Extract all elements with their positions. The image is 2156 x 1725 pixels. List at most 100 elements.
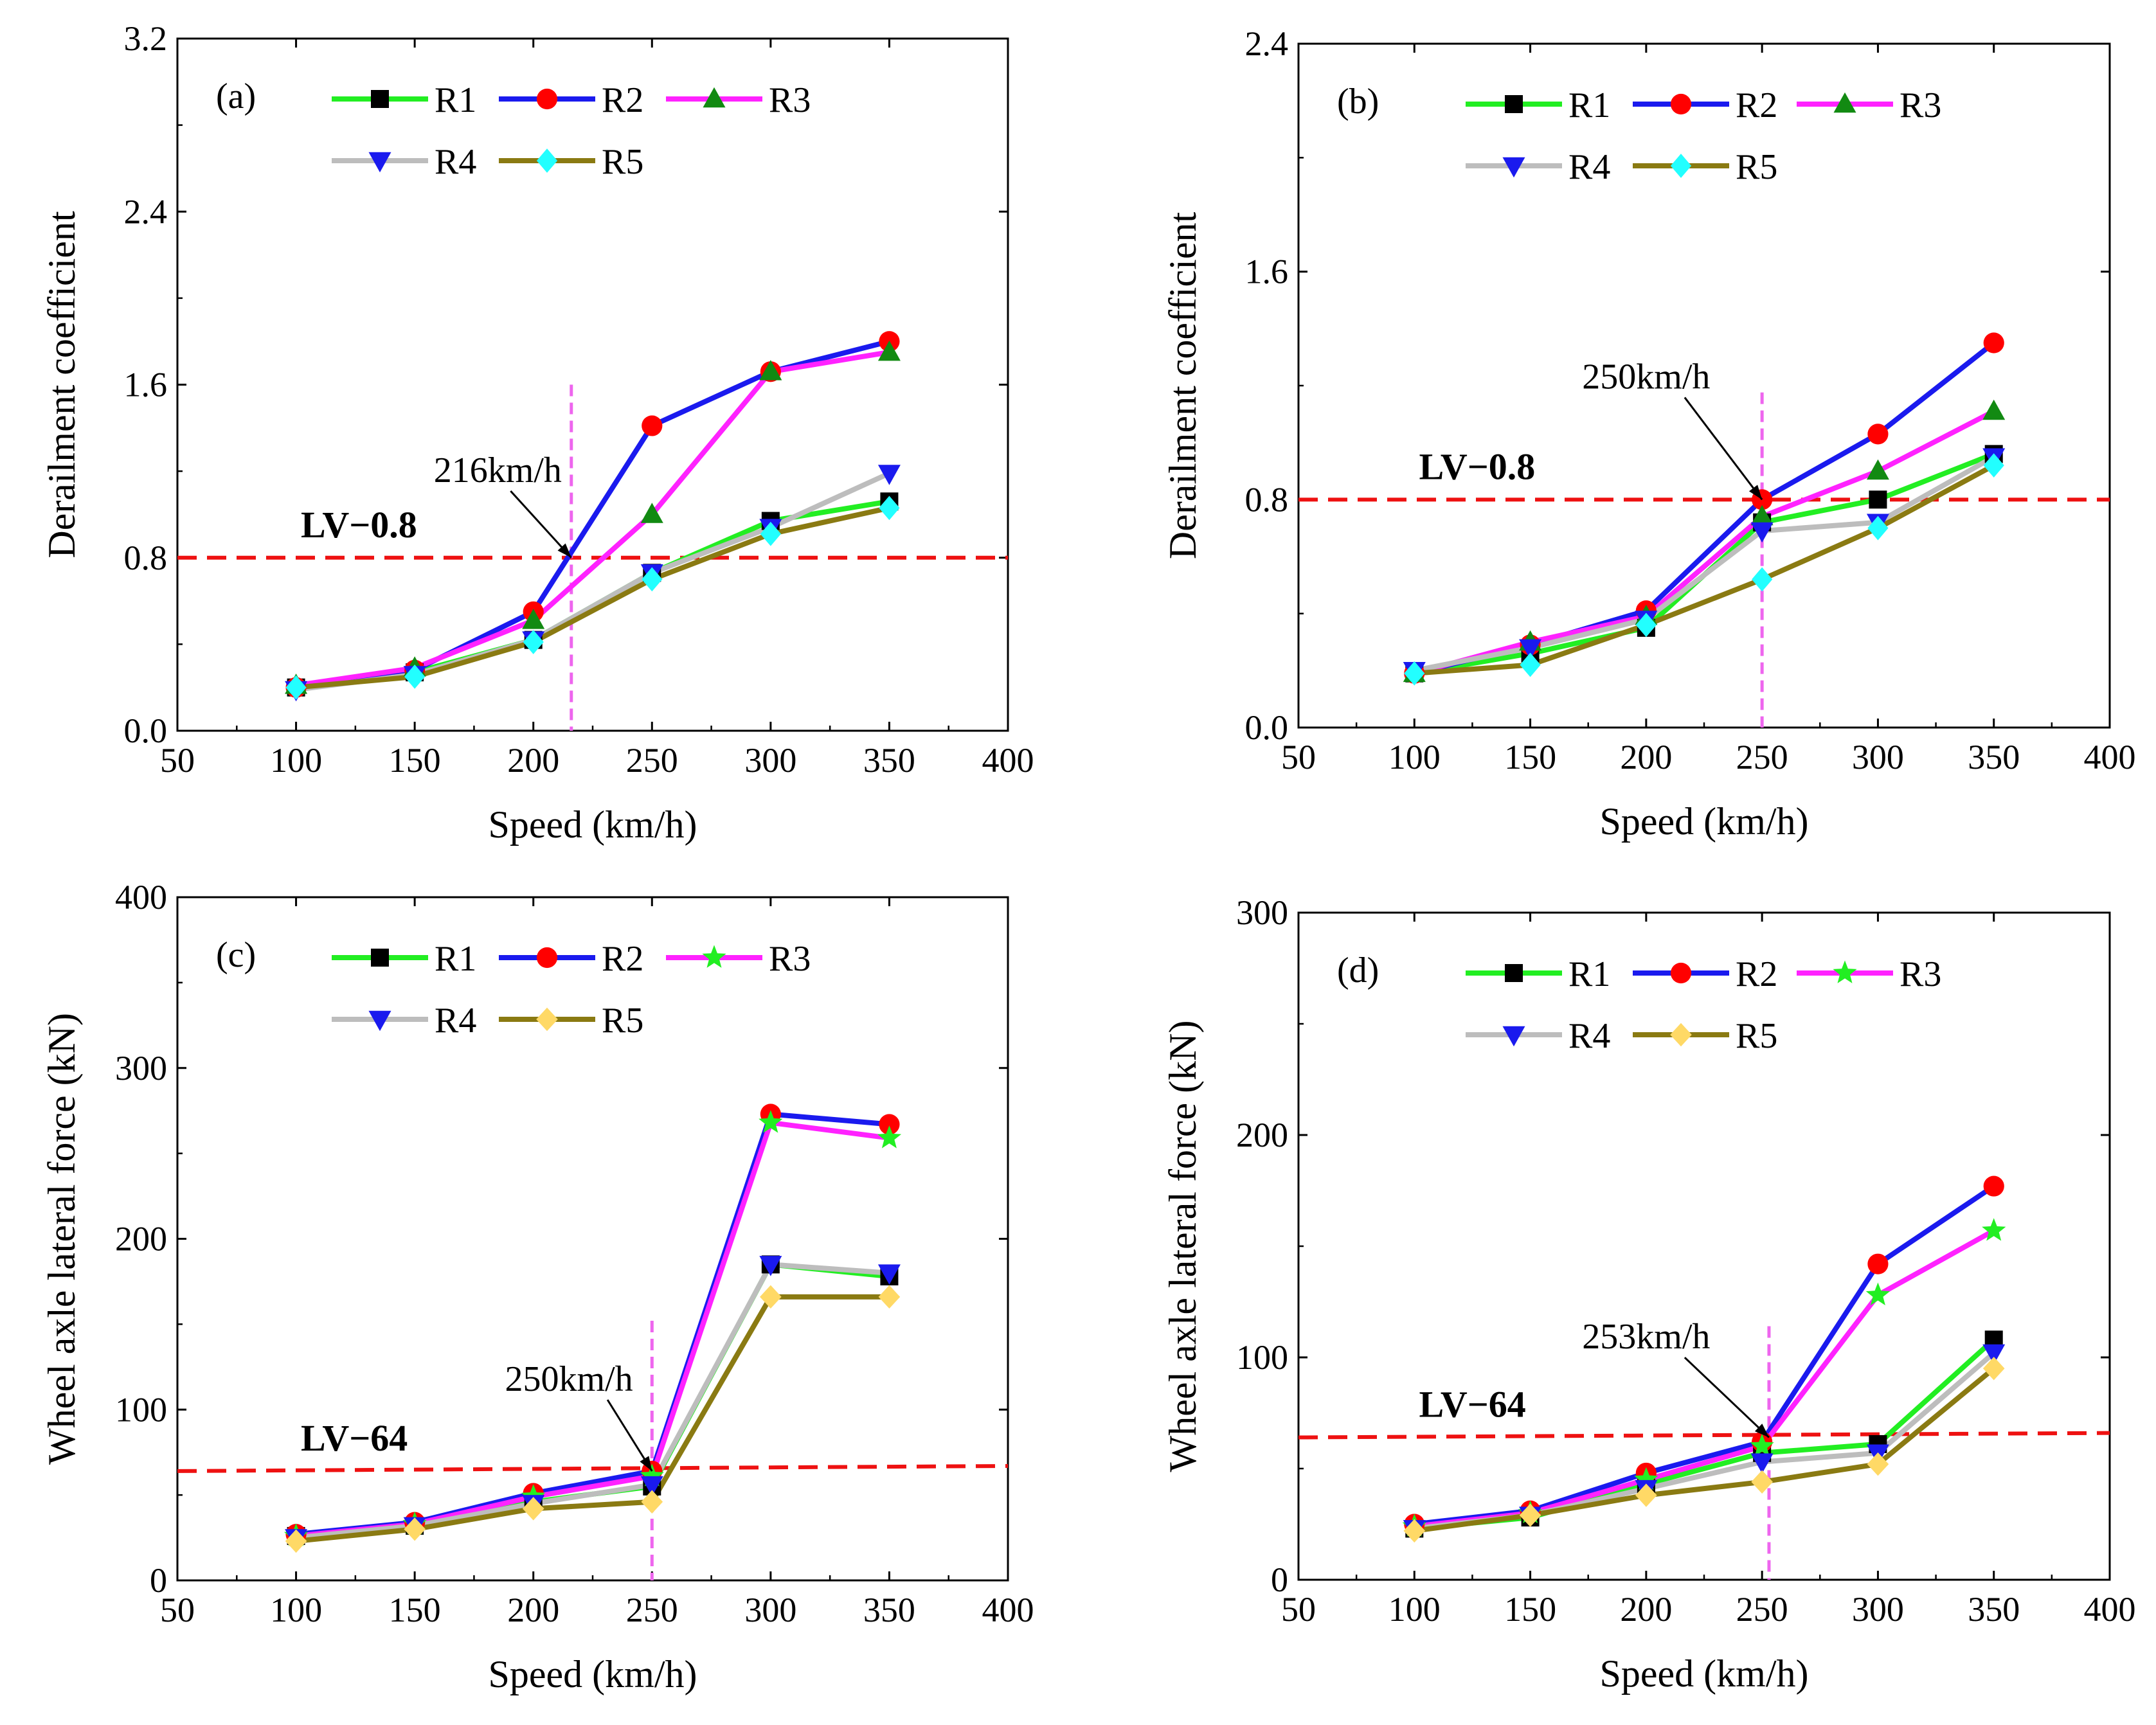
- legend-item-R3: R3: [666, 80, 811, 120]
- x-tick-label: 250: [1736, 1590, 1788, 1629]
- y-tick-label: 400: [115, 878, 167, 916]
- markers-R4: [1403, 1344, 2006, 1541]
- data-point-R4: [1750, 1453, 1774, 1474]
- data-point-R3: [1750, 505, 1774, 526]
- legend-item-R2: R2: [1633, 954, 1777, 994]
- legend-marker: [1505, 95, 1523, 113]
- legend-marker: [702, 945, 726, 968]
- series-R5: [1414, 1366, 1996, 1533]
- series-line-R3: [1414, 409, 1995, 676]
- plot-frame: [176, 896, 1009, 1582]
- legend-marker: [1670, 1023, 1692, 1047]
- legend-label: R5: [602, 142, 643, 182]
- legend-label: R5: [1736, 147, 1777, 187]
- x-tick-label: 50: [1281, 738, 1316, 776]
- series-R3: [296, 1120, 890, 1539]
- legend-marker: [1505, 964, 1523, 982]
- y-tick-label: 0: [150, 1561, 167, 1600]
- x-axis-label: Speed (km/h): [1600, 800, 1809, 843]
- series-line-R4: [296, 1262, 890, 1541]
- data-point-R5: [879, 496, 900, 521]
- data-point-R4: [877, 1264, 901, 1285]
- legend-item-R2: R2: [499, 939, 643, 979]
- markers-R4: [285, 465, 901, 702]
- plot-frame: [1297, 911, 2111, 1581]
- panel-label: (a): [216, 76, 256, 116]
- data-point-R1: [1869, 490, 1887, 509]
- legend-label: R3: [1900, 954, 1941, 994]
- y-tick-label: 3.2: [124, 19, 168, 58]
- legend-item-R5: R5: [1633, 1016, 1777, 1056]
- legend-item-R4: R4: [1466, 147, 1610, 187]
- x-tick-label: 200: [507, 741, 559, 780]
- x-tick-label: 400: [982, 741, 1034, 780]
- legend: R1 R2 R3 R4 R5: [332, 80, 811, 182]
- series-line-R4: [1414, 454, 1995, 674]
- series-line-R5: [296, 505, 890, 690]
- data-point-R5: [522, 1497, 544, 1521]
- x-tick-label: 200: [1620, 738, 1672, 776]
- legend-label: R3: [769, 939, 811, 979]
- data-point-R3: [1634, 1467, 1658, 1490]
- legend-item-R3: R3: [1797, 85, 1941, 125]
- x-tick-label: 250: [626, 741, 678, 780]
- annotation-arrow: [1684, 1357, 1770, 1438]
- panel-a: 50 100 150 200 250 300 350 400 0.0 0.8 1.6 2.4 3.2 Sp…: [40, 19, 1034, 846]
- y-tick-label: 2.4: [124, 192, 168, 231]
- threshold-line: [1298, 1431, 2110, 1440]
- data-point-R4: [1750, 522, 1774, 543]
- annotation-arrowhead: [640, 1456, 652, 1471]
- data-point-R5: [1867, 515, 1889, 541]
- legend-label: R2: [1736, 954, 1777, 994]
- data-point-R5: [642, 567, 663, 592]
- legend-label: R3: [1900, 85, 1941, 125]
- data-point-R4: [759, 1256, 782, 1276]
- data-point-R3: [1866, 459, 1889, 480]
- x-tick-label: 300: [1852, 738, 1904, 776]
- x-tick-label: 350: [1968, 1590, 2020, 1629]
- panel-b: 50 100 150 200 250 300 350 400 0.0 0.8 1.6 2.4 Speed…: [1162, 24, 2136, 843]
- y-tick-label: 0: [1271, 1560, 1288, 1599]
- series-R5: [296, 1294, 890, 1544]
- legend-item-R3: R3: [666, 939, 811, 979]
- data-point-R3: [640, 503, 663, 523]
- series-R3: [1414, 409, 1995, 676]
- data-point-R2: [1867, 424, 1889, 445]
- series-R3: [1414, 1228, 1995, 1529]
- markers-R5: [285, 1285, 901, 1553]
- legend-label: R2: [602, 939, 643, 979]
- threshold-label: LV−64: [301, 1417, 408, 1459]
- legend-item-R2: R2: [1633, 85, 1777, 125]
- x-tick-label: 300: [744, 741, 796, 780]
- y-tick-label: 300: [1236, 893, 1288, 932]
- legend-item-R5: R5: [499, 142, 643, 182]
- legend-label: R4: [1568, 147, 1610, 187]
- annotation-label: 253km/h: [1582, 1317, 1710, 1357]
- markers-R3: [1403, 399, 2006, 683]
- y-tick-label: 200: [115, 1220, 167, 1258]
- data-point-R5: [1635, 1483, 1657, 1507]
- legend-item-R5: R5: [1633, 147, 1777, 187]
- y-axis-label: Wheel axle lateral force (kN): [40, 1013, 83, 1465]
- panel-label: (c): [216, 935, 256, 975]
- annotation-arrowhead: [1748, 485, 1763, 500]
- legend-item-R1: R1: [332, 80, 476, 120]
- data-point-R5: [1752, 567, 1773, 592]
- data-point-R5: [1635, 612, 1657, 638]
- y-tick-label: 1.6: [124, 366, 168, 404]
- data-point-R3: [1982, 1218, 2006, 1241]
- markers-R5: [1403, 1357, 2005, 1543]
- legend-marker: [536, 1007, 558, 1032]
- y-tick-label: 2.4: [1245, 24, 1289, 63]
- x-tick-label: 150: [389, 1591, 441, 1629]
- data-point-R5: [1751, 1470, 1773, 1494]
- data-point-R5: [1519, 1503, 1541, 1527]
- legend: R1 R2 R3 R4 R5: [1466, 954, 1941, 1056]
- legend-item-R5: R5: [499, 1001, 643, 1041]
- markers-R4: [285, 1256, 901, 1550]
- legend-marker: [703, 87, 726, 108]
- data-point-R5: [404, 664, 426, 689]
- data-point-R4: [1982, 1344, 2006, 1365]
- legend-marker: [1670, 962, 1692, 984]
